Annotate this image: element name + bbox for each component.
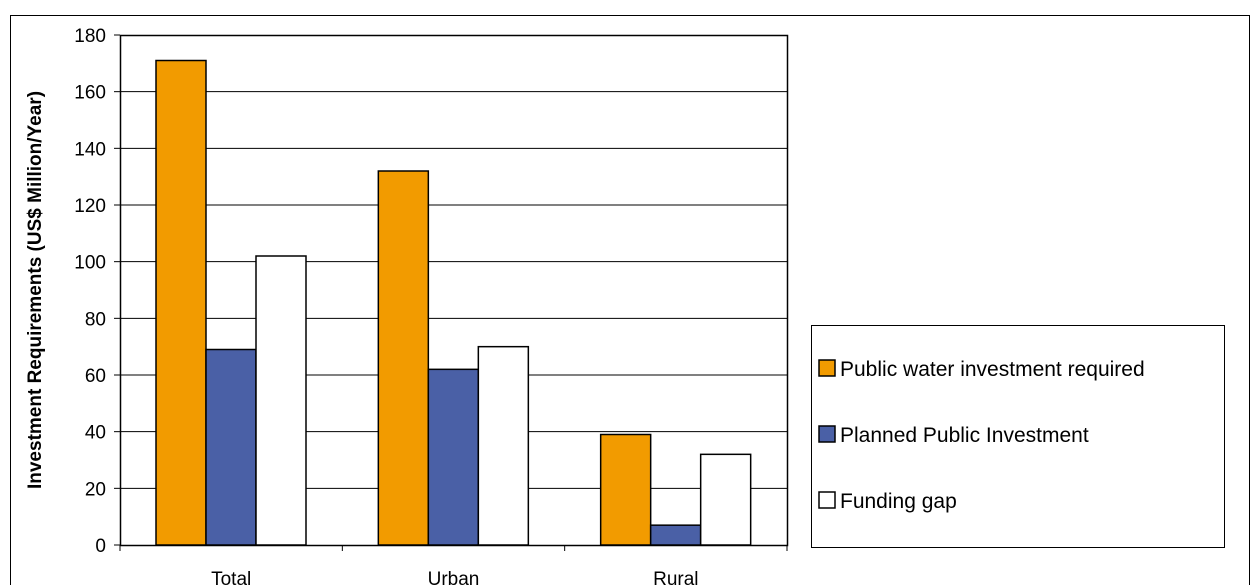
bar-total-1 xyxy=(206,350,256,546)
bar-total-0 xyxy=(156,61,206,546)
x-tick-label: Rural xyxy=(653,569,698,585)
bar-urban-2 xyxy=(478,347,528,545)
y-tick-label: 40 xyxy=(85,423,106,444)
legend-swatch xyxy=(819,492,835,508)
legend-swatch xyxy=(819,426,835,442)
bar-total-2 xyxy=(256,256,306,545)
bar-urban-0 xyxy=(378,171,428,545)
legend-label: Funding gap xyxy=(840,490,957,513)
y-axis-title: Investment Requirements (US$ Million/Yea… xyxy=(25,91,46,489)
y-tick-label: 60 xyxy=(85,366,106,387)
y-tick-label: 100 xyxy=(74,253,106,274)
y-tick-label: 20 xyxy=(85,479,106,500)
y-tick-label: 80 xyxy=(85,309,106,330)
y-tick-label: 140 xyxy=(74,139,106,160)
x-tick-label: Urban xyxy=(428,569,480,585)
bar-rural-0 xyxy=(601,435,651,546)
bar-rural-1 xyxy=(651,525,701,545)
y-tick-label: 120 xyxy=(74,196,106,217)
y-tick-label: 0 xyxy=(95,536,106,557)
bar-rural-2 xyxy=(701,454,751,545)
bar-urban-1 xyxy=(428,369,478,545)
legend-swatch xyxy=(819,360,835,376)
legend-label: Planned Public Investment xyxy=(840,424,1089,447)
x-tick-label: Total xyxy=(211,569,251,585)
y-tick-label: 180 xyxy=(74,26,106,47)
y-tick-label: 160 xyxy=(74,83,106,104)
legend-label: Public water investment required xyxy=(840,358,1145,381)
